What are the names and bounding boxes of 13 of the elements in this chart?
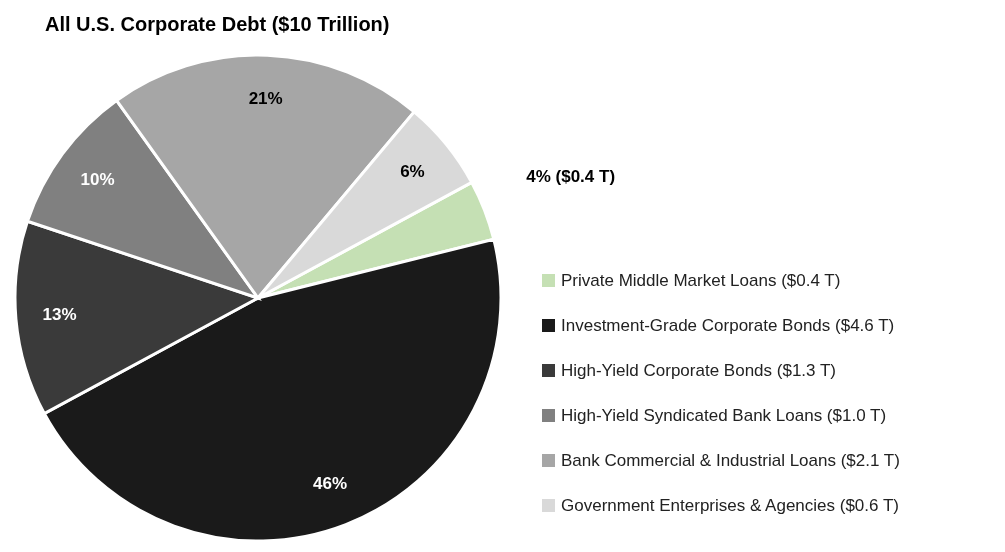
data-label: 10% (80, 169, 115, 189)
legend-label: Bank Commercial & Industrial Loans ($2.1 T) (561, 450, 900, 470)
legend-label: Government Enterprises & Agencies ($0.6 T) (561, 495, 899, 515)
data-label: 13% (42, 305, 77, 325)
legend-label: Investment-Grade Corporate Bonds ($4.6 T) (561, 315, 895, 335)
data-label: 4% ($0.4 T) (526, 166, 616, 186)
legend-label: High-Yield Corporate Bonds ($1.3 T) (561, 360, 836, 380)
data-label: 21% (248, 88, 283, 108)
legend-label: High-Yield Syndicated Bank Loans ($1.0 T) (561, 405, 887, 425)
legend-label: Private Middle Market Loans ($0.4 T) (561, 270, 841, 290)
data-label: 6% (400, 162, 425, 182)
chart-title: All U.S. Corporate Debt ($10 Trillion) (45, 13, 390, 35)
data-label: 46% (313, 473, 348, 493)
